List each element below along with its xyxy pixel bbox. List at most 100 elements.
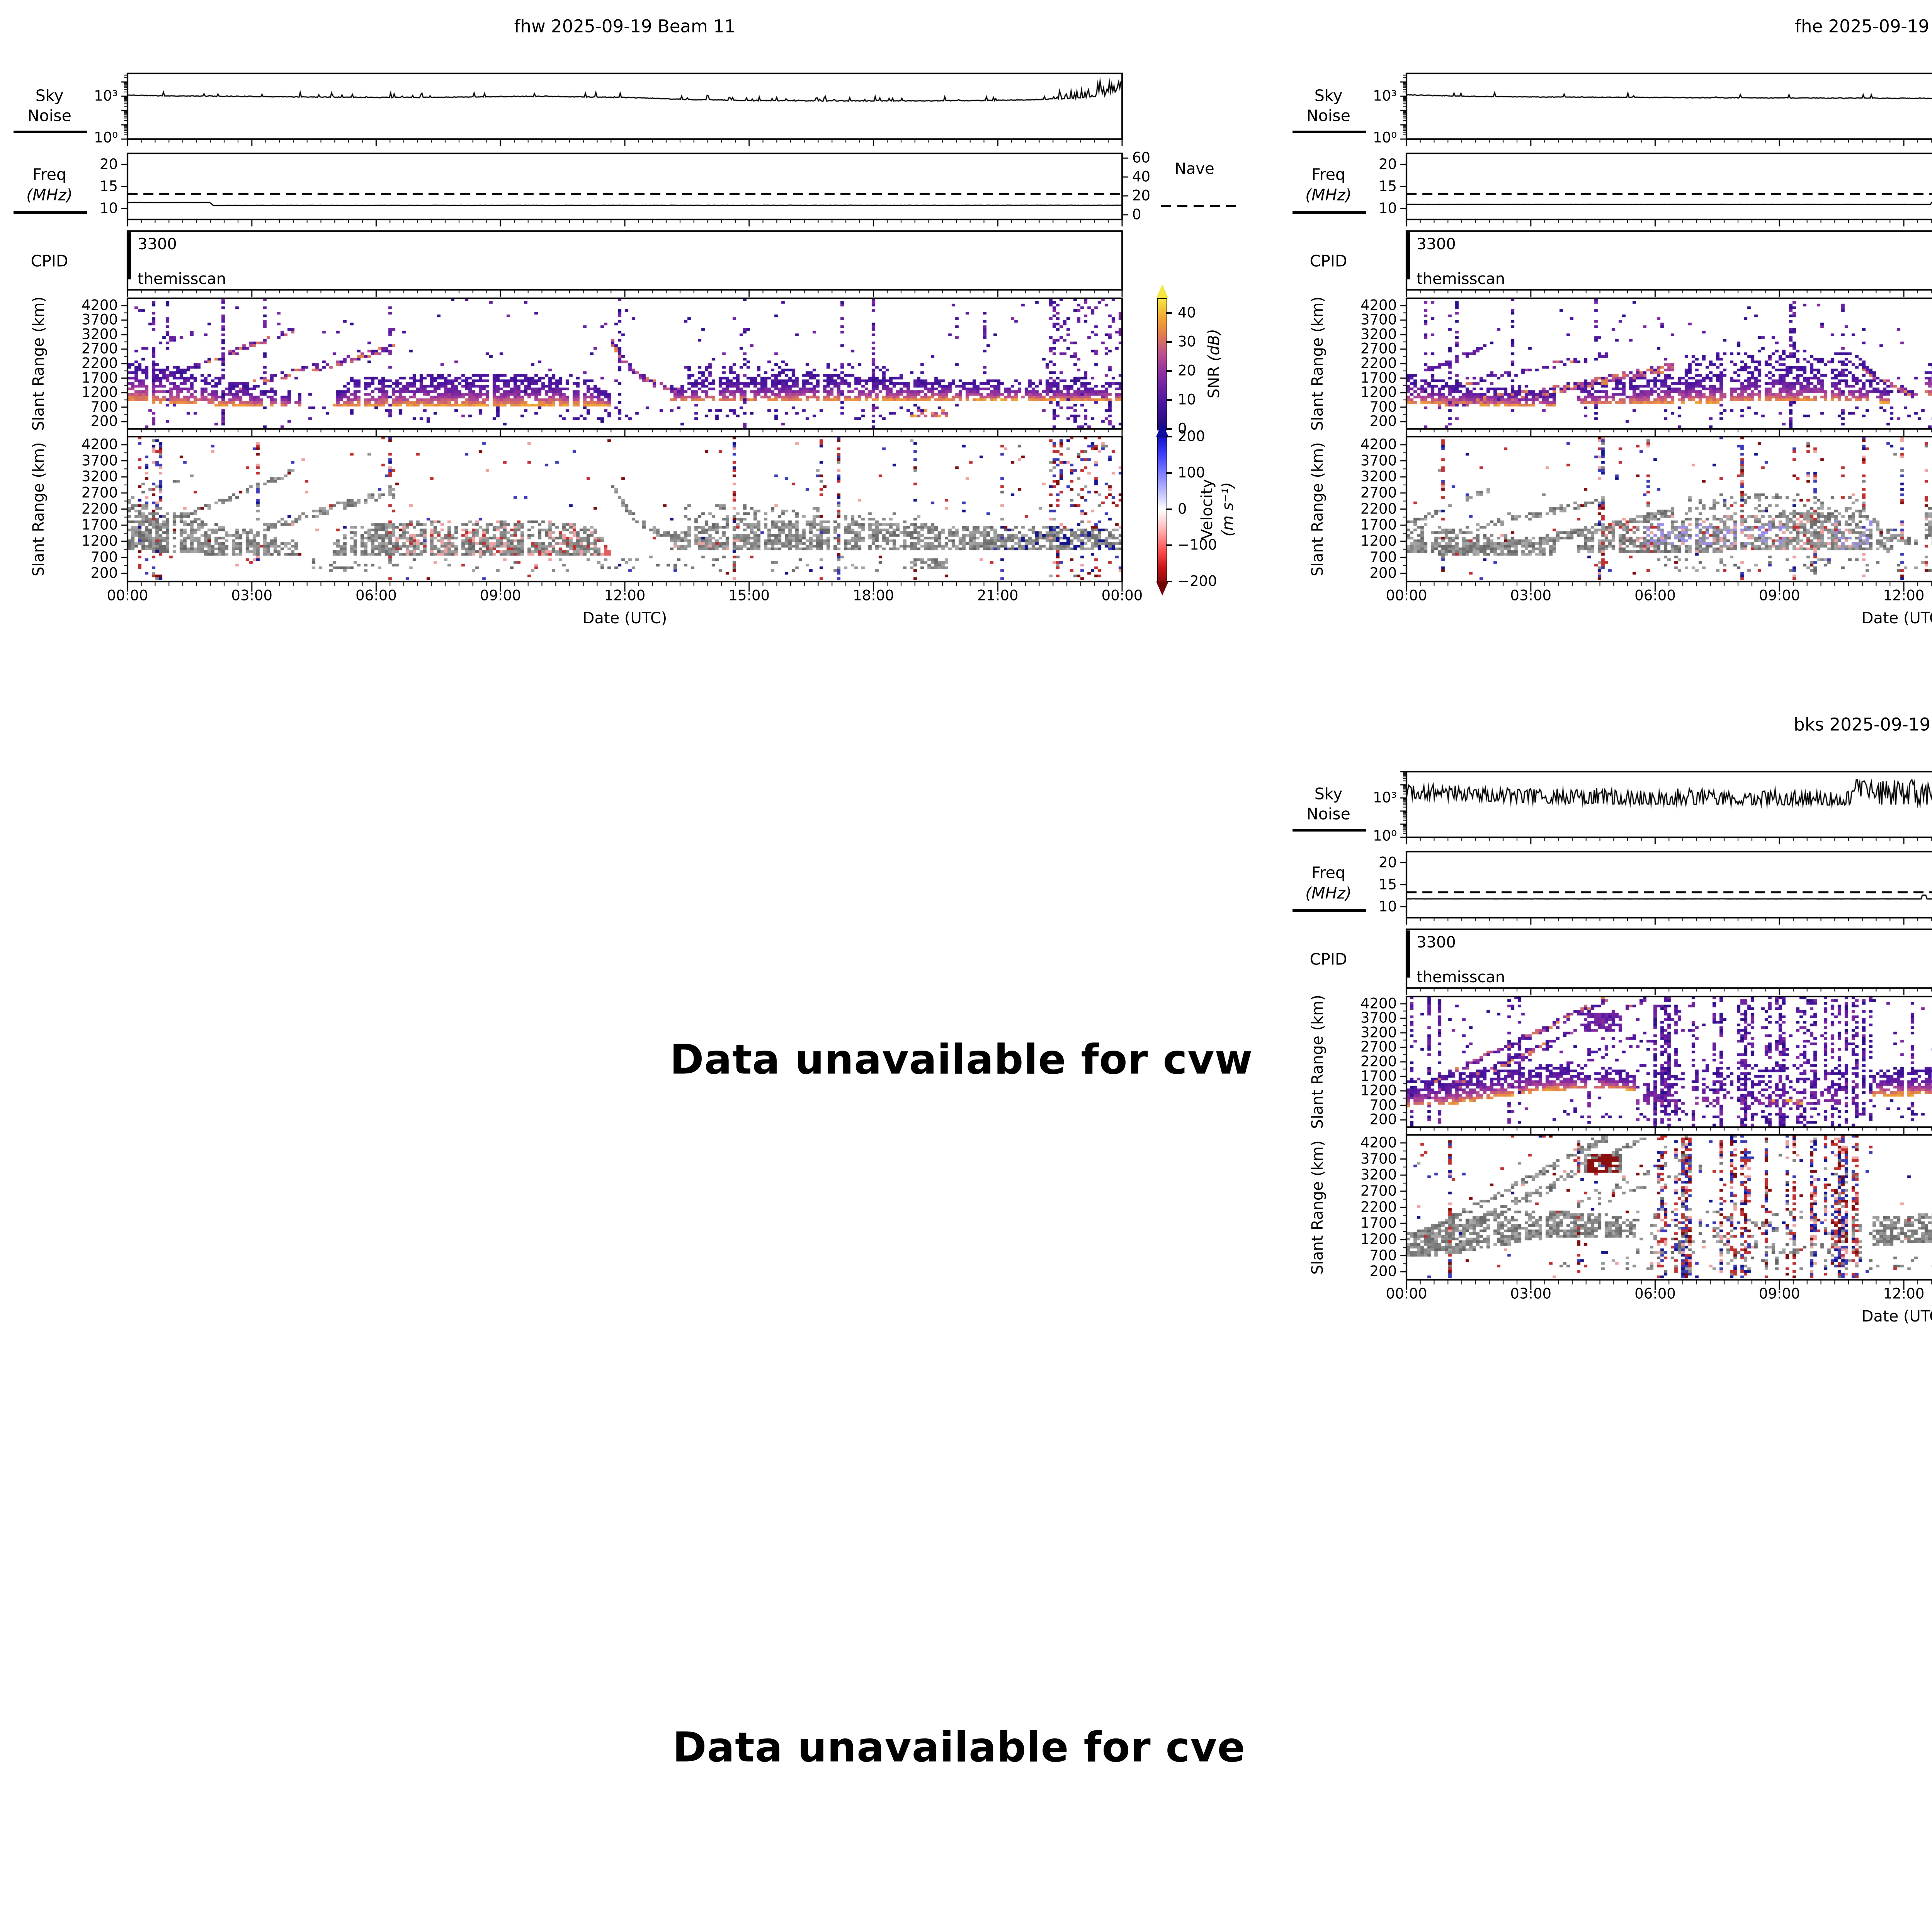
slant-range-tick: 1700 [1360, 1214, 1397, 1231]
freq-ytick: 20 [99, 156, 118, 173]
slant-range-axis-label: Slant Range (km) [30, 296, 48, 431]
time-tick-label: 03:00 [1510, 587, 1552, 604]
slant-range-tick: 2200 [1360, 1199, 1397, 1216]
snr-colorbar [1157, 298, 1167, 430]
slant-range-tick: 2200 [1360, 1053, 1397, 1070]
sky-noise-underline [14, 131, 87, 133]
slant-range-tick: 1700 [1360, 369, 1397, 386]
slant-range-tick: 4200 [1360, 1134, 1397, 1151]
colorbar-tick-label: 0 [1178, 420, 1187, 437]
colorbar-tick [1166, 312, 1172, 314]
slant-range-tick: 200 [90, 413, 118, 430]
slant-range-tick: 2700 [1360, 1182, 1397, 1199]
slant-range-tick: 4200 [81, 297, 118, 314]
sky-noise-label: Sky [1314, 784, 1343, 803]
colorbar-tick [1166, 436, 1172, 437]
slant-range-axis-label: Slant Range (km) [30, 442, 48, 577]
cpid-label: CPID [1310, 950, 1347, 969]
slant-range-tick: 3200 [1360, 1166, 1397, 1183]
slant-range-tick: 3700 [81, 452, 118, 469]
slant-range-tick: 200 [1369, 1111, 1397, 1128]
x-axis-label: Date (UTC) [1861, 1308, 1932, 1325]
cpid-label: CPID [1310, 252, 1347, 270]
colorbar-tick [1166, 399, 1172, 401]
freq-ytick: 15 [1378, 876, 1397, 893]
freq-label: Freq [32, 165, 66, 184]
sky-noise-ytick: 10³ [1373, 789, 1397, 806]
radar-panel-fhw: fhw 2025-09-19 Beam 11 Sky Noise Freq (MHz)… [0, 0, 1275, 641]
slant-range-tick: 3700 [81, 311, 118, 328]
slant-range-tick: 1700 [81, 369, 118, 386]
colorbar-unit-label: Velocity [1198, 479, 1216, 539]
colorbar-tick [1166, 341, 1172, 343]
slant-range-tick: 1700 [81, 516, 118, 533]
colorbar-tick [1166, 544, 1172, 546]
slant-range-tick: 2200 [1360, 355, 1397, 372]
colorbar-arrow [1156, 284, 1168, 298]
slant-range-tick: 3200 [81, 326, 118, 343]
velocity-colorbar [1157, 437, 1167, 583]
time-tick-label: 06:00 [355, 587, 397, 604]
slant-range-tick: 3700 [1360, 452, 1397, 469]
panel-title: fhe 2025-09-19 Beam 11 [1795, 16, 1932, 37]
slant-range-tick: 2200 [81, 500, 118, 517]
time-tick-label: 18:00 [853, 587, 894, 604]
slant-range-axis-label: Slant Range (km) [1309, 995, 1327, 1129]
slant-range-tick: 3700 [1360, 1150, 1397, 1167]
slant-range-tick: 2700 [81, 484, 118, 501]
sky-noise-ytick: 10⁰ [1373, 129, 1397, 146]
colorbar-unit-label: (m s⁻¹) [1219, 482, 1237, 536]
time-tick-label: 09:00 [1759, 1285, 1800, 1302]
freq-label: Freq [1311, 863, 1345, 882]
slant-range-tick: 4200 [1360, 297, 1397, 314]
cpid-name: themisscan [1417, 968, 1505, 986]
colorbar-tick-label: −200 [1178, 573, 1217, 590]
slant-range-tick: 1200 [1360, 384, 1397, 401]
slant-range-tick: 4200 [1360, 436, 1397, 453]
sky-noise-label: Noise [1306, 804, 1350, 823]
slant-range-tick: 700 [90, 398, 118, 415]
cpid-name: themisscan [138, 270, 226, 288]
slant-range-tick: 1700 [1360, 1068, 1397, 1085]
slant-range-tick: 1200 [1360, 1231, 1397, 1248]
sky-noise-ytick: 10⁰ [1373, 827, 1397, 844]
slant-range-tick: 4200 [81, 436, 118, 453]
freq-underline [1293, 211, 1366, 214]
slant-range-tick: 2700 [1360, 484, 1397, 501]
colorbar-tick-label: 40 [1178, 304, 1196, 321]
panel-title: fhw 2025-09-19 Beam 11 [514, 16, 736, 37]
colorbar-tick-label: 20 [1178, 362, 1196, 379]
colorbar-unit-label: SNR (dB) [1205, 329, 1223, 398]
slant-range-tick: 700 [1369, 1247, 1397, 1264]
cpid-label: CPID [31, 252, 68, 270]
message-unavailable-cve: Data unavailable for cve [672, 1723, 1246, 1771]
slant-range-tick: 2700 [1360, 1039, 1397, 1056]
slant-range-tick: 2200 [81, 355, 118, 372]
time-tick-label: 06:00 [1634, 587, 1676, 604]
time-tick-label: 00:00 [107, 587, 148, 604]
colorbar-tick [1166, 370, 1172, 372]
nave-legend-label: Nave [1175, 160, 1214, 178]
time-tick-label: 12:00 [604, 587, 646, 604]
slant-range-tick: 1200 [81, 532, 118, 549]
sky-noise-underline [1293, 131, 1366, 133]
freq-ytick: 10 [1378, 898, 1397, 915]
message-unavailable-cvw: Data unavailable for cvw [670, 1036, 1253, 1083]
sky-noise-ytick: 10⁰ [94, 129, 118, 146]
x-axis-label: Date (UTC) [1861, 609, 1932, 627]
freq-label: (MHz) [26, 185, 73, 204]
slant-range-tick: 200 [1369, 565, 1397, 582]
slant-range-tick: 700 [1369, 1097, 1397, 1114]
freq-ytick: 10 [1378, 200, 1397, 217]
colorbar-arrow [1156, 423, 1168, 437]
colorbar-tick [1166, 508, 1172, 510]
rti-canvas-fhe [1279, 0, 1932, 641]
slant-range-tick: 3200 [81, 468, 118, 485]
rti-canvas-fhw [0, 0, 1275, 641]
freq-underline [1293, 909, 1366, 912]
time-tick-label: 00:00 [1386, 1285, 1427, 1302]
colorbar-tick-label: 100 [1178, 464, 1205, 481]
slant-range-tick: 1200 [81, 384, 118, 401]
slant-range-tick: 200 [1369, 413, 1397, 430]
